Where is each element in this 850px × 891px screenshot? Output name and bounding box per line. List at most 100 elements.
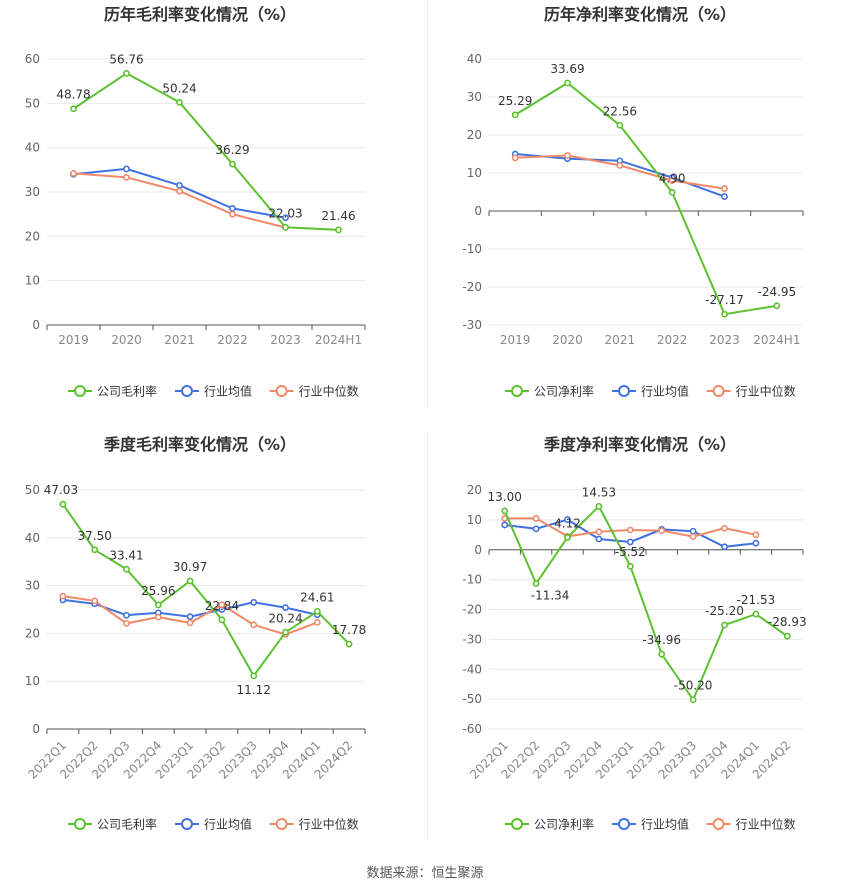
legend-label: 行业均值 [204,817,252,832]
data-label: -50.20 [674,679,713,693]
legend-label: 行业中位数 [736,384,796,399]
y-tick-label: 30 [467,90,482,104]
legend-swatch-marker [511,818,523,830]
legend-item-median: 行业中位数 [269,384,359,399]
chart-panel-3: 季度毛利率变化情况（%）010203040502022Q12022Q22022Q… [25,435,367,832]
y-tick-label: 10 [25,274,40,288]
data-point-median [91,597,99,605]
data-label: 4.90 [659,171,686,185]
vertical-divider [427,0,428,408]
x-tick-label: 2021 [164,333,195,347]
data-point-median [626,526,634,534]
data-point-company [282,223,289,231]
chart-title: 季度毛利率变化情况（%） [103,435,296,454]
data-point-company [123,565,130,573]
legend-swatch-marker [712,385,725,397]
legend-label: 公司净利率 [534,384,594,399]
data-label: 25.96 [141,584,175,598]
vertical-divider [427,432,428,840]
data-point-company [721,310,728,318]
data-point-avg [229,205,236,212]
data-point-median [658,527,666,535]
series-line-median [73,172,286,229]
data-point-company [91,546,99,554]
y-tick-label: 60 [25,52,40,66]
data-point-company [70,105,77,113]
x-tick-label: 2024H1 [753,333,800,347]
data-point-median [313,619,321,626]
legend-item-median: 行业中位数 [706,817,796,832]
x-tick-label: 2020 [111,333,142,347]
legend-swatch-marker [181,818,193,830]
y-tick-label: 20 [25,229,40,243]
data-point-median [123,173,130,181]
data-point-median [218,601,226,609]
legend-swatch-marker [74,385,86,397]
data-point-company [658,650,666,658]
data-point-median [229,210,236,218]
data-point-company [564,534,571,541]
data-label: 21.46 [321,209,355,223]
data-point-median [176,187,183,195]
chart-panel-4: 季度净利率变化情况（%）-60-50-40-30-20-10010202022Q… [462,435,806,832]
data-label: -28.93 [768,615,807,629]
data-point-avg [501,521,509,529]
data-point-company [335,226,342,234]
data-point-median [595,528,603,536]
data-point-company [511,111,519,119]
data-point-avg [721,543,728,551]
series-line-company [72,72,339,231]
data-label: 22.56 [603,104,637,118]
y-tick-label: 30 [25,185,40,199]
data-point-company [123,69,130,77]
data-point-avg [689,527,697,535]
data-point-avg [282,604,289,611]
data-point-median [532,514,540,522]
y-tick-label: -20 [462,603,482,617]
legend-item-median: 行业中位数 [706,384,796,399]
legend-label: 行业均值 [641,384,689,399]
y-tick-label: 50 [25,483,40,497]
data-point-avg [752,539,760,547]
legend-item-company: 公司毛利率 [68,817,157,832]
y-tick-label: 20 [467,483,482,497]
data-point-median [511,154,519,162]
data-point-median [123,619,130,627]
data-point-avg [282,214,289,222]
data-label: 33.69 [550,62,584,76]
legend-label: 行业中位数 [299,384,359,399]
x-tick-label: 2022 [657,333,688,347]
data-point-median [616,161,624,169]
legend-swatch-marker [275,818,288,830]
legend-swatch-marker [618,818,630,830]
data-point-company [59,500,67,508]
legend-label: 行业中位数 [736,817,796,832]
legend-label: 行业均值 [641,817,689,832]
y-tick-label: -50 [462,692,482,706]
data-label: 17.78 [332,623,366,637]
data-label: -11.34 [531,589,570,603]
data-label: 30.97 [173,560,207,574]
data-point-avg [595,535,603,543]
legend-item-company: 公司净利率 [505,384,594,399]
legend-item-avg: 行业均值 [175,817,252,832]
data-point-company [313,607,321,615]
data-point-avg [564,516,571,523]
data-label: 14.53 [582,485,616,499]
data-point-company [626,562,634,570]
data-point-company [176,98,183,106]
data-label: 20.24 [268,611,302,625]
series-line-company [62,503,350,678]
data-point-median [186,619,194,627]
legend-item-company: 公司净利率 [505,817,594,832]
chart-panel-2: 历年净利率变化情况（%） -30 -20 -10 0 10 20 30 40 2019 2020 20… [462,5,804,399]
data-label: 25.29 [498,94,532,108]
y-tick-label: 10 [25,674,40,688]
y-tick-label: 20 [467,128,482,142]
x-tick-label: 2023 [270,333,301,347]
data-point-avg [721,193,728,200]
x-tick-label: 2024H1 [315,333,362,347]
data-label: -25.20 [705,604,744,618]
y-tick-label: 0 [32,722,40,736]
